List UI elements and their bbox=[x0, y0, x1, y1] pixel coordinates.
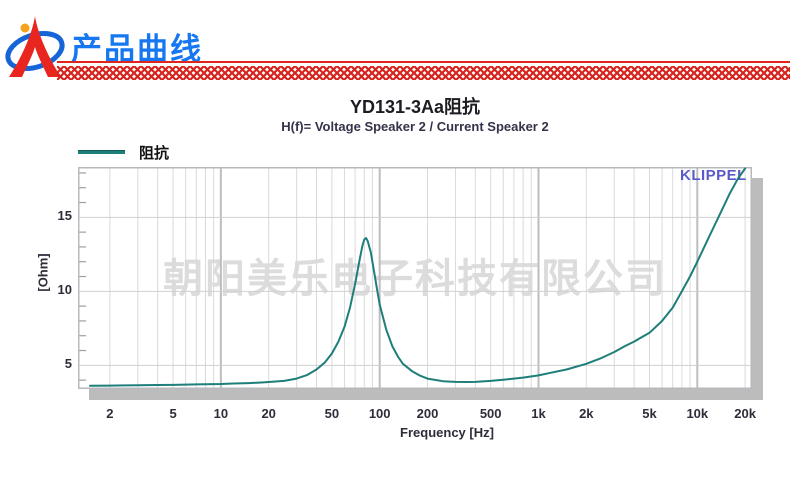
chart-legend: 阻抗 bbox=[78, 143, 170, 162]
x-tick-label: 10 bbox=[213, 406, 229, 421]
y-tick-label: 10 bbox=[57, 282, 72, 298]
chart-subtitle: H(f)= Voltage Speaker 2 / Current Speake… bbox=[281, 119, 549, 134]
logo-a-mark bbox=[9, 16, 61, 77]
ribbon-line bbox=[57, 61, 790, 63]
klippel-brand-mark: KLIPPEL bbox=[680, 167, 747, 184]
x-tick-label: 50 bbox=[324, 406, 340, 421]
x-tick-label: 5k bbox=[642, 406, 657, 421]
x-tick-label: 5 bbox=[169, 406, 177, 421]
x-tick-label: 1k bbox=[531, 406, 546, 421]
x-axis-title: Frequency [Hz] bbox=[400, 425, 494, 440]
y-tick-label: 15 bbox=[57, 208, 72, 224]
logo-dot bbox=[20, 23, 30, 33]
checker-ribbon bbox=[57, 66, 790, 80]
x-tick-label: 200 bbox=[416, 406, 439, 421]
legend-label: 阻抗 bbox=[139, 144, 170, 162]
checker-pattern bbox=[57, 66, 790, 80]
watermark-text: 朝阳美乐电子科技有限公司 bbox=[163, 257, 667, 301]
x-tick-label: 2k bbox=[579, 406, 594, 421]
x-tick-label: 2 bbox=[106, 406, 114, 421]
company-logo bbox=[5, 16, 65, 77]
plot-border bbox=[78, 167, 752, 389]
y-tick-label: 5 bbox=[64, 356, 72, 372]
impedance-curve bbox=[89, 167, 747, 387]
legend-line-swatch bbox=[78, 150, 125, 154]
x-tick-label: 10k bbox=[686, 406, 709, 421]
x-tick-label: 20k bbox=[734, 406, 756, 421]
chart-title: YD131-3Aa阻抗 bbox=[349, 97, 481, 117]
x-tick-label: 100 bbox=[368, 406, 391, 421]
x-tick-label: 20 bbox=[261, 406, 276, 421]
plot-area: 朝阳美乐电子科技有限公司 KLIPPEL bbox=[78, 167, 752, 389]
x-tick-label: 500 bbox=[479, 406, 502, 421]
